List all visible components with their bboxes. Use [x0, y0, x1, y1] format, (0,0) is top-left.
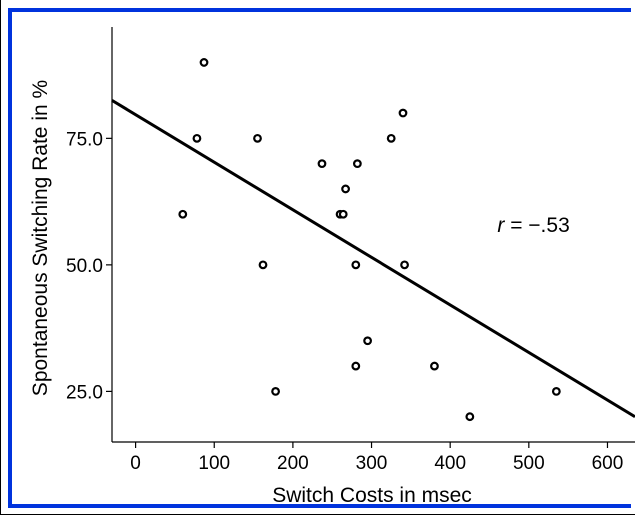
x-tick-label: 600: [592, 453, 624, 474]
x-tick-label: 400: [434, 453, 466, 474]
data-point: [398, 108, 408, 118]
data-point: [551, 386, 561, 396]
data-point: [192, 133, 202, 143]
data-point: [178, 209, 188, 219]
y-tick-label: 50.0: [66, 256, 103, 277]
data-point: [351, 260, 361, 270]
x-tick-label: 200: [277, 453, 309, 474]
x-tick-label: 100: [198, 453, 230, 474]
y-axis-title: Spontaneous Switching Rate in %: [29, 80, 52, 396]
data-point: [341, 184, 350, 194]
data-point: [386, 133, 396, 143]
y-tick-label: 25.0: [66, 382, 103, 403]
x-axis-title: Switch Costs in msec: [272, 484, 472, 507]
x-tick-label: 300: [356, 453, 388, 474]
data-point: [317, 159, 327, 169]
data-point: [338, 209, 348, 219]
blue-border: [8, 8, 631, 508]
data-point: [465, 412, 475, 422]
data-point: [363, 336, 373, 346]
data-point: [271, 386, 280, 396]
data-point: [430, 361, 439, 371]
x-tick-label: 0: [130, 453, 141, 474]
correlation-value: = −.53: [504, 214, 569, 237]
correlation-symbol: r: [497, 214, 505, 237]
data-point: [199, 58, 209, 67]
data-point: [400, 260, 409, 270]
x-tick-label: 500: [513, 453, 545, 474]
regression-line: [111, 99, 635, 418]
data-point: [351, 361, 361, 371]
plot-area: 0 100 200 300 400 500 600 25.0 50.0 75.0: [66, 27, 635, 474]
data-point: [352, 159, 362, 169]
data-point: [253, 133, 262, 143]
correlation-annotation: r = −.53: [497, 214, 569, 237]
data-point: [258, 260, 268, 270]
y-tick-label: 75.0: [66, 129, 103, 150]
